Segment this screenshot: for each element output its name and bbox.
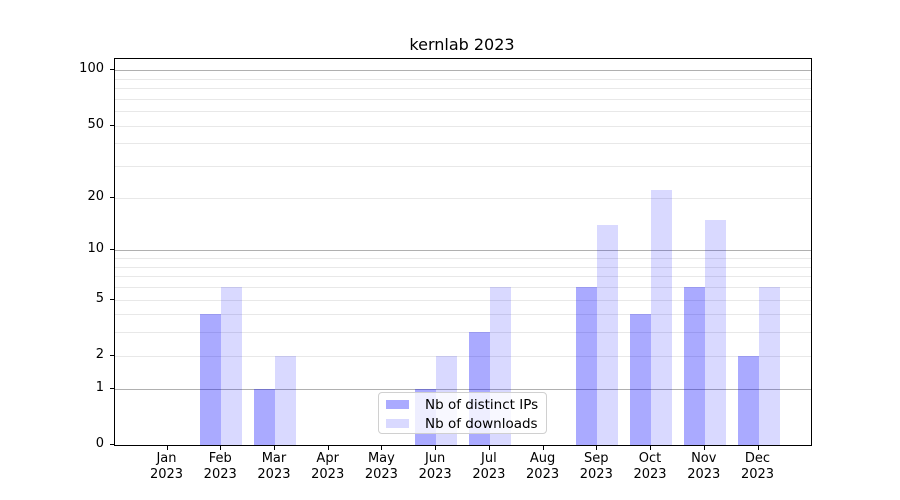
- bar-downloads: [274, 355, 296, 445]
- x-tick-label: May 2023: [364, 451, 398, 482]
- x-tick: [435, 445, 437, 450]
- gridline-minor: [115, 166, 811, 168]
- legend-swatch-downloads: [386, 419, 409, 428]
- x-tick-label: Mar 2023: [257, 451, 291, 482]
- gridline-minor: [115, 355, 811, 357]
- x-tick: [650, 445, 652, 450]
- gridline-major: [115, 388, 811, 390]
- bar-downloads: [597, 225, 619, 445]
- y-tick: [110, 124, 114, 126]
- x-tick: [542, 445, 544, 450]
- x-tick: [166, 445, 168, 450]
- x-tick-label: Jul 2023: [472, 451, 506, 482]
- x-tick-label: Apr 2023: [311, 451, 345, 482]
- bar-distinct-ips: [253, 388, 275, 445]
- bar-downloads: [758, 286, 780, 445]
- y-tick-label: 10: [87, 241, 104, 257]
- x-tick: [381, 445, 383, 450]
- x-tick-label: Aug 2023: [526, 451, 560, 482]
- bar-downloads: [221, 286, 243, 445]
- y-tick: [110, 387, 114, 389]
- gridline-major: [115, 70, 811, 72]
- bar-downloads: [704, 219, 726, 445]
- y-tick: [110, 196, 114, 198]
- y-tick-label: 2: [95, 346, 104, 362]
- y-tick: [110, 354, 114, 356]
- legend-label-distinct-ips: Nb of distinct IPs: [425, 396, 539, 413]
- x-tick-label: Jan 2023: [149, 451, 184, 482]
- gridline-minor: [115, 197, 811, 199]
- x-tick-label: Sep 2023: [579, 451, 613, 482]
- gridline-minor: [115, 78, 811, 80]
- y-tick-label: 50: [87, 116, 104, 132]
- bar-distinct-ips: [630, 314, 652, 445]
- legend-item-downloads: Nb of downloads: [379, 414, 546, 433]
- x-tick-label: Feb 2023: [203, 451, 237, 482]
- x-tick-label: Nov 2023: [687, 451, 721, 482]
- gridline-minor: [115, 98, 811, 100]
- gridline-minor: [115, 276, 811, 278]
- x-tick: [488, 445, 490, 450]
- legend: Nb of distinct IPs Nb of downloads: [378, 392, 547, 434]
- y-tick: [110, 444, 114, 445]
- gridline-minor: [115, 111, 811, 113]
- bar-distinct-ips: [200, 314, 222, 445]
- gridline-minor: [115, 143, 811, 145]
- gridline-minor: [115, 332, 811, 334]
- gridline-minor: [115, 286, 811, 288]
- y-tick-label: 1: [95, 379, 104, 395]
- x-tick: [703, 445, 705, 450]
- bar-distinct-ips: [737, 355, 759, 445]
- x-tick: [220, 445, 222, 450]
- bar-distinct-ips: [683, 286, 705, 445]
- y-tick-label: 100: [79, 61, 104, 77]
- x-tick: [327, 445, 329, 450]
- x-tick: [757, 445, 759, 450]
- y-tick: [110, 69, 114, 71]
- gridline-minor: [115, 266, 811, 268]
- gridline-major: [115, 250, 811, 252]
- gridline-minor: [115, 88, 811, 90]
- gridline-minor: [115, 299, 811, 301]
- x-tick: [596, 445, 598, 450]
- y-tick: [110, 298, 114, 300]
- gridline-minor: [115, 258, 811, 260]
- x-tick-label: Dec 2023: [740, 451, 775, 482]
- bar-downloads: [651, 190, 673, 445]
- bar-distinct-ips: [576, 286, 598, 445]
- legend-swatch-distinct-ips: [386, 400, 409, 409]
- y-tick-label: 5: [95, 290, 104, 306]
- x-tick-label: Jun 2023: [418, 451, 452, 482]
- y-tick: [110, 249, 114, 251]
- gridline-minor: [115, 125, 811, 127]
- legend-label-downloads: Nb of downloads: [425, 415, 538, 432]
- gridline-minor: [115, 314, 811, 316]
- x-tick-label: Oct 2023: [633, 451, 667, 482]
- plot-area: [114, 58, 812, 446]
- y-tick-label: 0: [95, 436, 104, 451]
- legend-item-distinct-ips: Nb of distinct IPs: [379, 395, 546, 414]
- chart-title: kernlab 2023: [409, 35, 515, 54]
- x-tick: [273, 445, 275, 450]
- y-tick-label: 20: [87, 188, 104, 204]
